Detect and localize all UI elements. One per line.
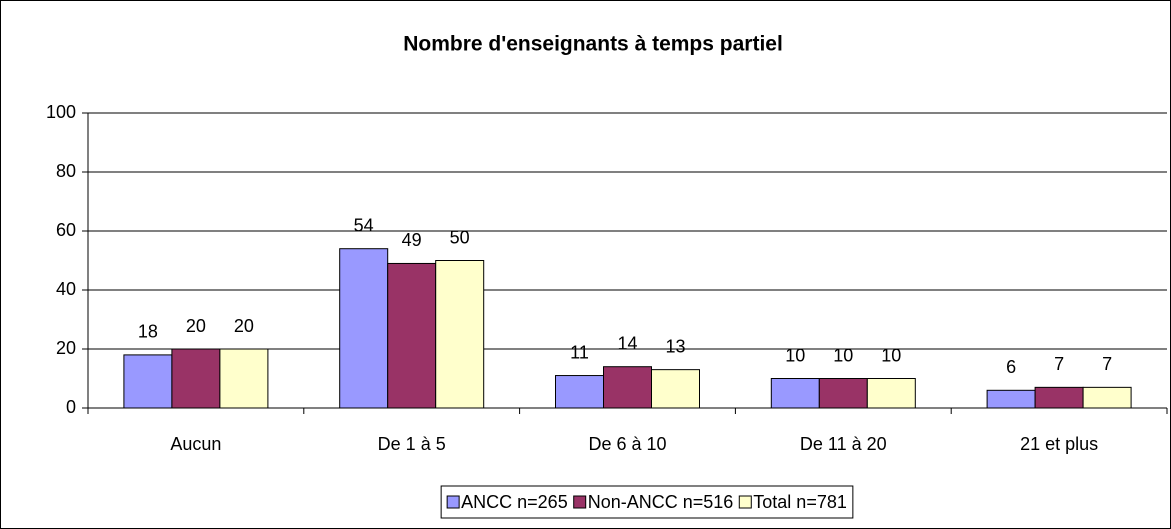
bar [435, 260, 485, 409]
bar [339, 248, 389, 409]
data-label: 20 [186, 316, 206, 336]
x-tick-label: De 11 à 20 [800, 434, 887, 454]
legend-label: ANCC n=265 [461, 492, 568, 512]
bar [603, 366, 652, 409]
y-tick-label: 0 [66, 397, 76, 417]
x-tick-label: De 1 à 5 [378, 434, 446, 454]
bar [866, 378, 916, 409]
bar [219, 348, 269, 409]
data-label: 20 [234, 316, 254, 336]
bar [171, 348, 221, 409]
data-label: 18 [138, 322, 158, 342]
y-tick-label: 20 [56, 338, 76, 358]
data-label: 49 [402, 230, 422, 250]
data-label: 7 [1102, 354, 1112, 374]
bar [555, 375, 604, 409]
data-label: 10 [833, 345, 853, 365]
x-tick-label: Aucun [170, 434, 221, 454]
data-label: 50 [450, 227, 470, 247]
data-label: 14 [617, 333, 637, 353]
y-tick-label: 60 [56, 220, 76, 240]
y-tick-label: 40 [56, 279, 76, 299]
data-label: 7 [1054, 354, 1064, 374]
bar [818, 378, 868, 409]
bar [651, 369, 700, 409]
bar [387, 262, 437, 409]
x-tick-label: 21 et plus [1020, 434, 1098, 454]
bar [986, 389, 1036, 409]
data-label: 6 [1006, 357, 1016, 377]
bar [123, 354, 173, 409]
data-label: 13 [665, 336, 685, 356]
chart-title: Nombre d'enseignants à temps partiel [403, 33, 783, 56]
bar [1082, 386, 1132, 409]
data-label: 10 [881, 345, 901, 365]
legend-label: Non-ANCC n=516 [588, 492, 734, 512]
data-label: 54 [354, 215, 374, 235]
legend-swatch [738, 495, 752, 509]
data-label: 10 [785, 345, 805, 365]
legend-swatch [573, 495, 587, 509]
x-tick-label: De 6 à 10 [588, 434, 666, 454]
bar [1034, 386, 1084, 409]
legend [440, 485, 854, 519]
data-label: 11 [570, 342, 589, 362]
legend-label: Total n=781 [753, 492, 847, 512]
legend-swatch [446, 495, 460, 509]
bar [770, 378, 820, 409]
y-tick-label: 80 [56, 161, 76, 181]
y-tick-label: 100 [46, 102, 76, 122]
